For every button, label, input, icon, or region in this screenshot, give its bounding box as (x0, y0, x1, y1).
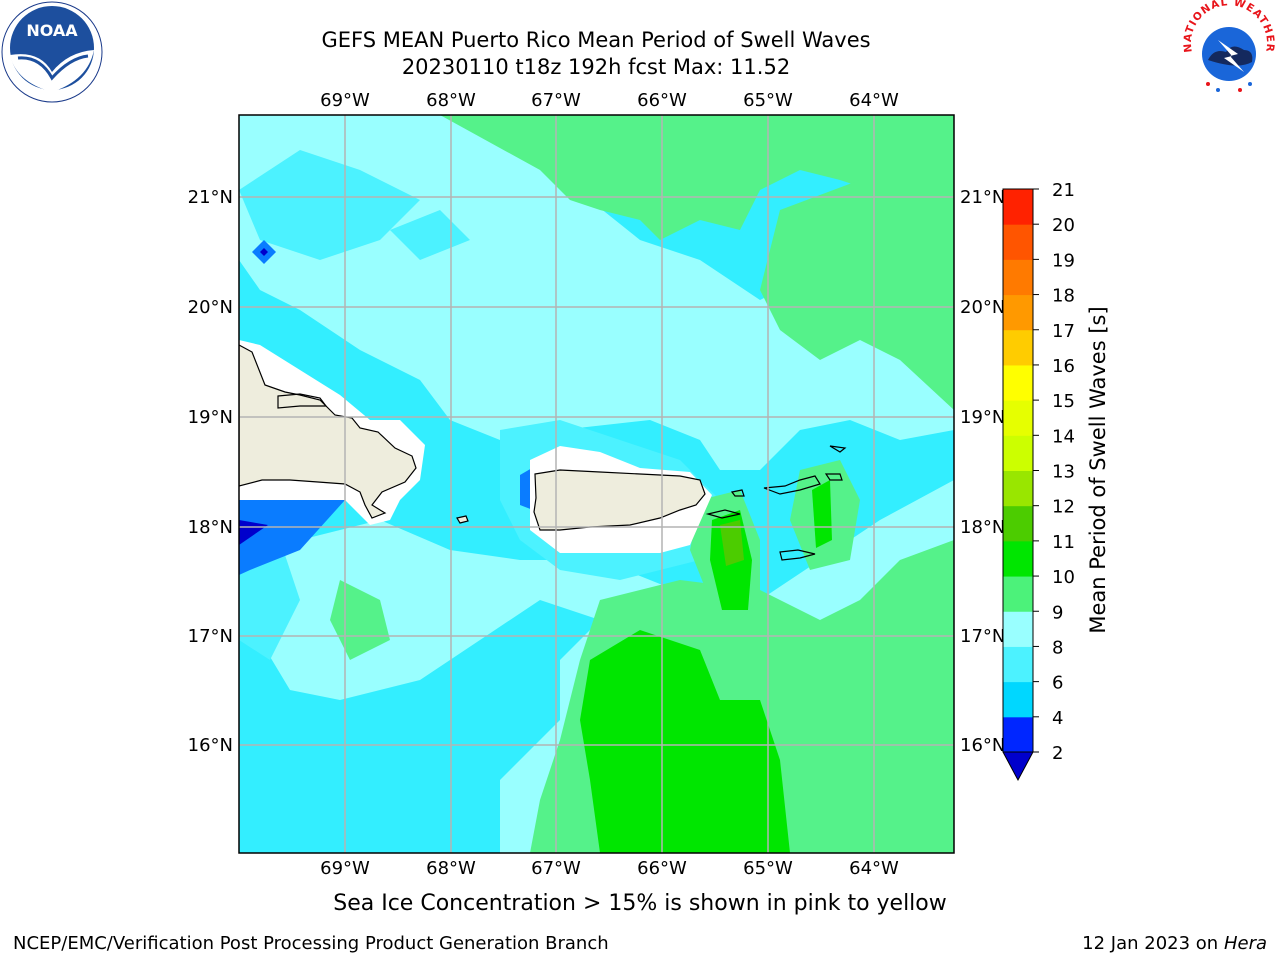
colorbar-swatch (1003, 540, 1033, 577)
colorbar-swatch (1003, 435, 1033, 471)
lon-label-bottom: 65°W (743, 858, 793, 879)
lon-label-top: 65°W (743, 90, 793, 111)
colorbar: 2 4 6 8 9 10 11 12 13 14 15 16 17 18 19 20 21 (1002, 180, 1075, 782)
colorbar-tick-label: 11 (1052, 532, 1075, 553)
footer-machine: Hera (1223, 933, 1267, 954)
colorbar-swatch (1003, 681, 1033, 718)
lon-label-top: 67°W (531, 90, 581, 111)
colorbar-swatch (1003, 259, 1033, 296)
lat-label-right: 21°N (960, 187, 1005, 208)
lon-label-top: 66°W (637, 90, 687, 111)
colorbar-tick-label: 16 (1052, 356, 1075, 377)
lon-label-bottom: 64°W (849, 858, 899, 879)
lon-label-bottom: 67°W (531, 858, 581, 879)
colorbar-swatch (1003, 576, 1033, 612)
lat-label-left: 21°N (188, 187, 233, 208)
colorbar-swatch (1003, 364, 1033, 401)
lat-label-right: 19°N (960, 407, 1005, 428)
lon-label-top: 69°W (320, 90, 370, 111)
colorbar-tick-label: 10 (1052, 567, 1075, 588)
colorbar-swatch (1003, 294, 1033, 331)
lat-label-left: 20°N (188, 297, 233, 318)
colorbar-tick-label: 14 (1052, 426, 1075, 447)
lat-label-right: 17°N (960, 626, 1005, 647)
footer-date-text: 12 Jan 2023 on (1082, 933, 1224, 954)
lat-label-left: 17°N (188, 626, 233, 647)
colorbar-swatch (1003, 470, 1033, 507)
colorbar-swatch (1003, 400, 1033, 436)
colorbar-under-arrow (1002, 751, 1034, 782)
lon-label-bottom: 69°W (320, 858, 370, 879)
colorbar-tick-label: 19 (1052, 250, 1075, 271)
map-subtitle: 20230110 t18z 192h fcst Max: 11.52 (401, 55, 791, 79)
colorbar-tick-label: 6 (1052, 673, 1063, 694)
colorbar-swatch (1003, 646, 1033, 683)
nws-logo-icon: NATIONAL WEATHER SERVICE (1178, 0, 1278, 100)
colorbar-label: Mean Period of Swell Waves [s] (1086, 306, 1110, 633)
swell-period-contours (239, 115, 954, 853)
colorbar-tick-label: 13 (1052, 462, 1075, 483)
graticule (239, 115, 954, 853)
colorbar-tick-label: 15 (1052, 391, 1075, 412)
lat-label-left: 19°N (188, 407, 233, 428)
colorbar-tick-label: 17 (1052, 321, 1075, 342)
map-frame (238, 114, 955, 854)
colorbar-swatch (1003, 505, 1033, 542)
lat-labels: 21°N 20°N 19°N 18°N 17°N 16°N 21°N 20°N … (188, 187, 1006, 756)
colorbar-tick-label: 20 (1052, 215, 1075, 236)
lon-label-bottom: 68°W (426, 858, 476, 879)
lon-labels: 69°W 68°W 67°W 66°W 65°W 64°W 69°W 68°W … (320, 90, 899, 879)
colorbar-swatch (1003, 189, 1033, 225)
colorbar-tick-label: 18 (1052, 286, 1075, 307)
colorbar-swatch (1003, 329, 1033, 366)
map-title: GEFS MEAN Puerto Rico Mean Period of Swe… (321, 28, 871, 52)
lat-label-right: 18°N (960, 517, 1005, 538)
colorbar-tick-label: 2 (1052, 743, 1063, 764)
lat-label-left: 16°N (188, 735, 233, 756)
lon-label-bottom: 66°W (637, 858, 687, 879)
colorbar-swatch (1003, 224, 1033, 260)
lat-label-left: 18°N (188, 517, 233, 538)
colorbar-tick-label: 9 (1052, 602, 1063, 623)
noaa-logo-icon: NOAA (1, 1, 103, 103)
footer-branch: NCEP/EMC/Verification Post Processing Pr… (13, 933, 609, 954)
lon-label-top: 64°W (849, 90, 899, 111)
sea-ice-note: Sea Ice Concentration > 15% is shown in … (333, 891, 947, 916)
colorbar-tick-label: 12 (1052, 497, 1075, 518)
footer-date: 12 Jan 2023 on Hera (1082, 933, 1267, 954)
svg-text:NOAA: NOAA (26, 21, 78, 40)
colorbar-tick-label: 4 (1052, 708, 1063, 729)
lon-label-top: 68°W (426, 90, 476, 111)
colorbar-tick-label: 21 (1052, 180, 1075, 201)
colorbar-swatch (1003, 611, 1033, 647)
lat-label-right: 16°N (960, 735, 1005, 756)
lat-label-right: 20°N (960, 297, 1005, 318)
colorbar-tick-label: 8 (1052, 637, 1063, 658)
colorbar-swatch (1003, 716, 1033, 753)
